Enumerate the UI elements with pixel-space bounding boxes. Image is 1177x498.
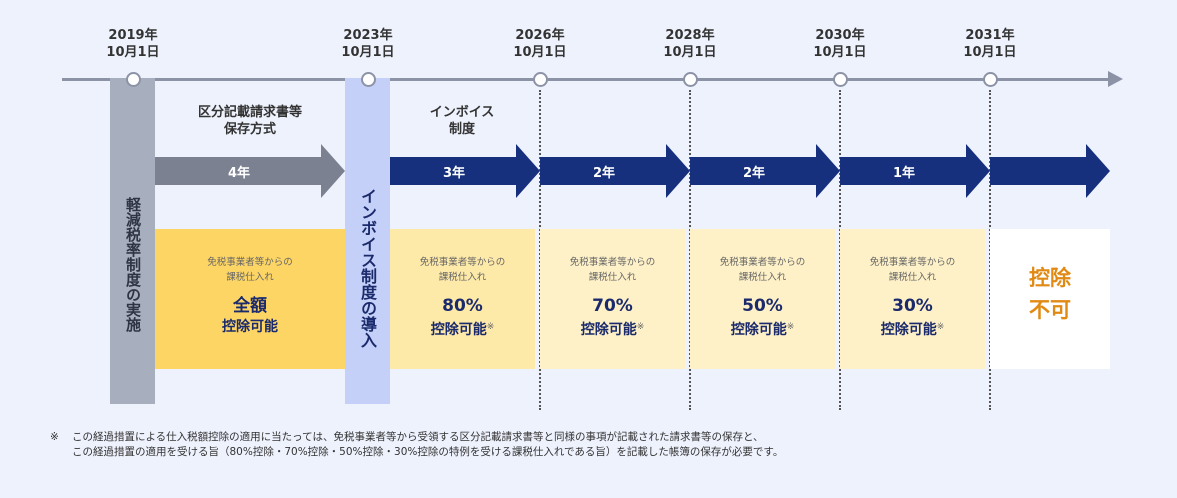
invoice-intro-label: インボイス制度の導入 [358,188,377,348]
timeline-node-2031 [983,72,998,87]
note-mark: ※ [936,322,945,332]
timeline-node-2028 [683,72,698,87]
box-caption: 免税事業者等からの 課税仕入れ [207,257,293,283]
deduction-box-50: 免税事業者等からの 課税仕入れ 50% 控除可能※ [690,229,835,369]
no-deduction-box: 控除 不可 [990,229,1110,369]
timeline-node-2030 [833,72,848,87]
reduced-tax-bar: 軽減税率制度の実施 [110,78,155,404]
box-rate: 70% [592,296,633,316]
timeline-axis [62,78,1112,81]
date-label-2026: 2026年 10月1日 [513,28,567,60]
box-rate: 80% [442,296,483,316]
date-label-2031: 2031年 10月1日 [963,28,1017,60]
footnote: ※ この経過措置による仕入税額控除の適用に当たっては、免税事業者等から受領する区… [50,430,783,460]
period-arrow-after [990,144,1110,198]
date-label-2023: 2023年 10月1日 [341,28,395,60]
no-deduction-label: 控除 不可 [1029,266,1071,322]
box-caption: 免税事業者等からの 課税仕入れ [569,257,656,283]
box-deductible: 控除可能※ [880,322,945,338]
box-deductible: 控除可能※ [580,322,645,338]
invoice-intro-bar: インボイス制度の導入 [345,78,390,404]
footnote-mark: ※ [50,431,59,443]
box-rate: 30% [892,296,933,316]
timeline-node-2019 [126,72,141,87]
box-caption: 免税事業者等からの 課税仕入れ [869,257,956,283]
deduction-box-30: 免税事業者等からの 課税仕入れ 30% 控除可能※ [840,229,985,369]
note-mark: ※ [786,322,795,332]
footnote-line-1: この経過措置による仕入税額控除の適用に当たっては、免税事業者等から受領する区分記… [72,431,764,443]
period-arrow-1y: 1年 [840,144,990,198]
period-arrow-2y-b: 2年 [690,144,840,198]
box-rate: 50% [742,296,783,316]
box-caption: 免税事業者等からの 課税仕入れ [419,257,506,283]
period-arrow-2y-a: 2年 [540,144,690,198]
note-mark: ※ [636,322,645,332]
deduction-box-80: 免税事業者等からの 課税仕入れ 80% 控除可能※ [390,229,535,369]
timeline-node-2026 [533,72,548,87]
phase-title-kubun: 区分記載請求書等 保存方式 [197,105,302,137]
box-rate: 全額 [233,296,267,316]
period-arrow-4y: 4年 [155,144,345,198]
timeline-node-2023 [361,72,376,87]
period-arrow-3y: 3年 [390,144,540,198]
timeline-arrowhead [1108,71,1123,87]
box-deductible: 控除可能※ [730,322,795,338]
phase-title-invoice: インボイス 制度 [429,105,495,137]
note-mark: ※ [486,322,495,332]
date-label-2019: 2019年 10月1日 [106,28,160,60]
box-caption: 免税事業者等からの 課税仕入れ [719,257,806,283]
deduction-box-full: 免税事業者等からの 課税仕入れ 全額 控除可能 [155,229,345,369]
reduced-tax-label: 軽減税率制度の実施 [124,196,142,332]
date-label-2030: 2030年 10月1日 [813,28,867,60]
box-deductible: 控除可能※ [430,322,495,338]
deduction-box-70: 免税事業者等からの 課税仕入れ 70% 控除可能※ [540,229,685,369]
box-deductible: 控除可能 [222,319,278,335]
footnote-line-2: この経過措置の適用を受ける旨（80%控除・70%控除・50%控除・30%控除の特… [72,446,784,458]
date-label-2028: 2028年 10月1日 [663,28,717,60]
